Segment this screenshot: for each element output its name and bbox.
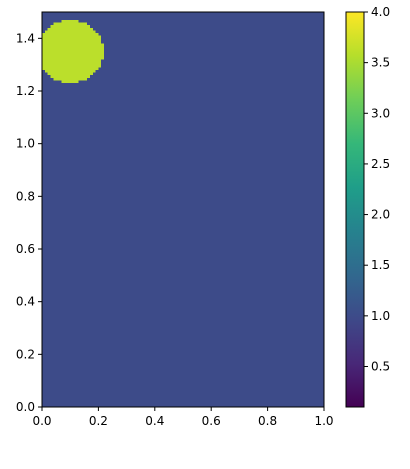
colorbar-tick-label: 3.5 <box>371 56 390 70</box>
x-tick-label: 0.6 <box>202 414 221 428</box>
x-tick-label: 0.4 <box>145 414 164 428</box>
colorbar-tick-label: 2.0 <box>371 208 390 222</box>
x-tick-label: 0.0 <box>32 414 51 428</box>
plot-area <box>42 12 324 407</box>
high-value-region <box>42 19 105 84</box>
colorbar <box>345 11 365 408</box>
y-tick-label: 0.6 <box>16 242 35 256</box>
colorbar-gradient <box>346 12 364 407</box>
colorbar-axis: 0.5 1.0 1.5 2.0 2.5 3.0 3.5 4.0 <box>364 5 390 373</box>
y-tick-label: 1.4 <box>16 31 35 45</box>
y-tick-label: 0.0 <box>16 400 35 414</box>
colorbar-tick-label: 0.5 <box>371 359 390 373</box>
y-tick-label: 0.4 <box>16 295 35 309</box>
x-tick-label: 0.8 <box>258 414 277 428</box>
colorbar-tick-label: 4.0 <box>371 5 390 19</box>
x-axis: 0.0 0.2 0.4 0.6 0.8 1.0 <box>32 407 334 428</box>
colorbar-tick-label: 2.5 <box>371 157 390 171</box>
y-tick-label: 1.0 <box>16 137 35 151</box>
colorbar-tick-label: 3.0 <box>371 106 390 120</box>
y-tick-label: 0.8 <box>16 189 35 203</box>
y-tick-label: 0.2 <box>16 347 35 361</box>
x-tick-label: 1.0 <box>314 414 333 428</box>
colorbar-tick-label: 1.5 <box>371 258 390 272</box>
colorbar-tick-label: 1.0 <box>371 309 390 323</box>
plot-frame <box>41 11 325 408</box>
y-tick-label: 1.2 <box>16 84 35 98</box>
x-tick-label: 0.2 <box>89 414 108 428</box>
colorbar-frame <box>345 11 365 408</box>
y-axis: 0.0 0.2 0.4 0.6 0.8 1.0 1.2 1.4 <box>16 31 42 414</box>
